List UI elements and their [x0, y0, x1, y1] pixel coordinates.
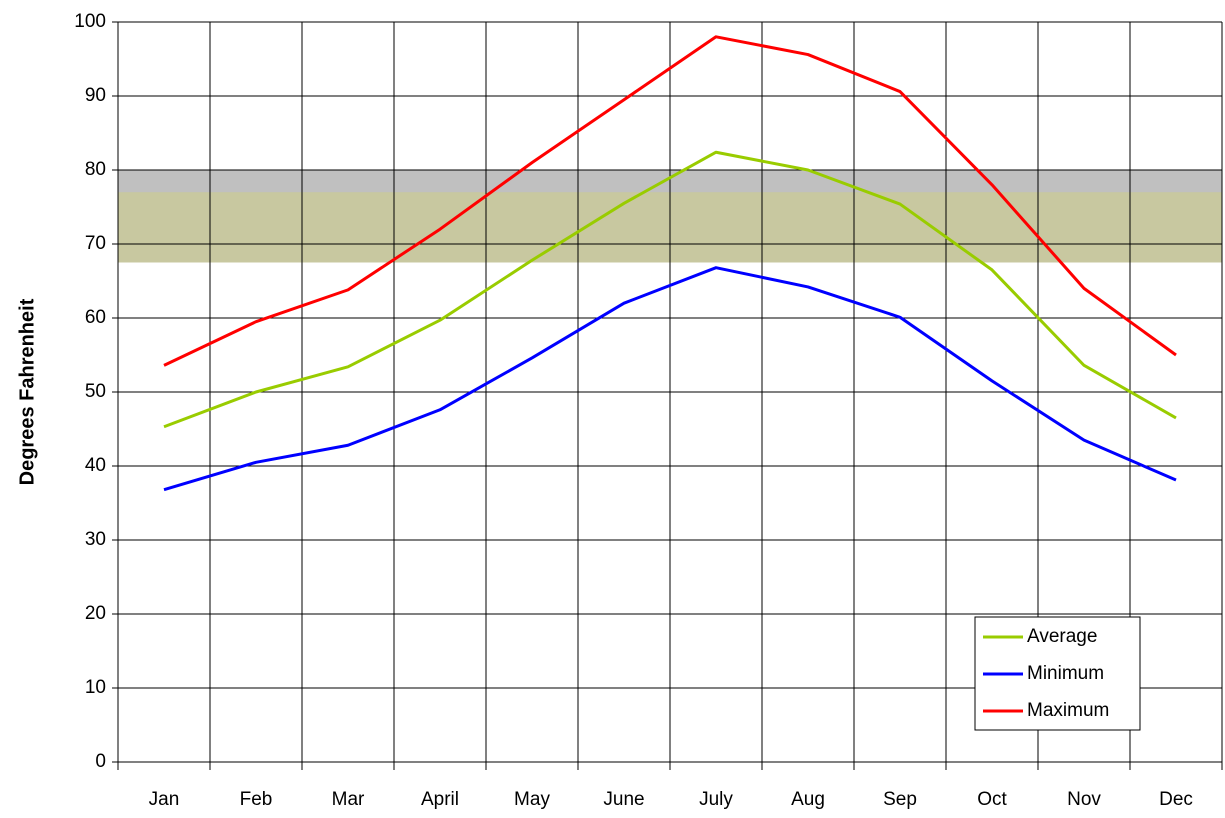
series-line: [163, 266, 1177, 492]
y-axis-label: Degrees Fahrenheit: [16, 298, 38, 485]
y-tick-label: 0: [95, 751, 106, 772]
x-tick-label: July: [699, 789, 733, 810]
y-tick-label: 10: [85, 677, 106, 698]
x-tick-label: Sep: [883, 789, 917, 810]
legend-label: Minimum: [1027, 663, 1104, 684]
series-line: [163, 35, 1177, 367]
x-tick-label: Jan: [149, 789, 180, 810]
x-tick-label: Mar: [332, 789, 365, 810]
x-tick-label: April: [421, 789, 459, 810]
y-tick-label: 100: [74, 11, 106, 32]
x-tick-label: Oct: [977, 789, 1007, 810]
x-tick-label: June: [603, 789, 644, 810]
x-tick-label: Feb: [240, 789, 273, 810]
legend-label: Maximum: [1027, 700, 1109, 721]
y-tick-label: 60: [85, 307, 106, 328]
y-tick-label: 40: [85, 455, 106, 476]
y-tick-label: 90: [85, 85, 106, 106]
y-tick-label: 80: [85, 159, 106, 180]
x-tick-label: Nov: [1067, 789, 1101, 810]
series-line: [163, 150, 1177, 429]
y-tick-label: 50: [85, 381, 106, 402]
x-tick-label: Dec: [1159, 789, 1193, 810]
legend-label: Average: [1027, 626, 1097, 647]
y-tick-label: 30: [85, 529, 106, 550]
x-tick-label: May: [514, 789, 550, 810]
y-tick-label: 20: [85, 603, 106, 624]
y-tick-label: 70: [85, 233, 106, 254]
x-tick-label: Aug: [791, 789, 825, 810]
